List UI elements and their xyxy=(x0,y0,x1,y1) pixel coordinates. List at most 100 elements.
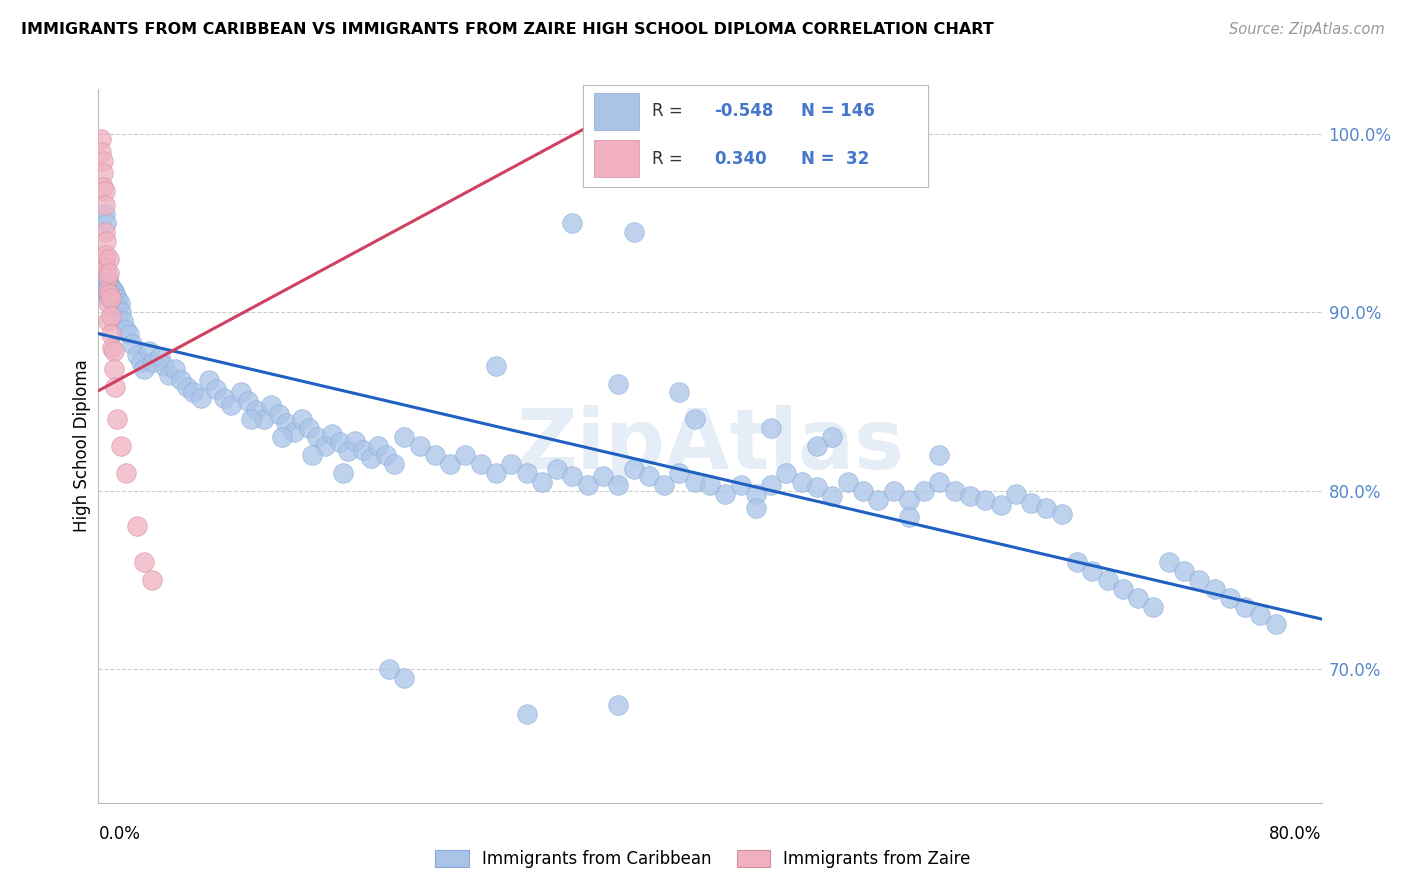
Point xyxy=(121,337,143,351)
Point xyxy=(530,475,553,489)
Point xyxy=(105,412,128,426)
Point xyxy=(98,277,121,291)
Point xyxy=(100,291,122,305)
Point xyxy=(607,376,630,391)
Point xyxy=(90,145,112,159)
Point xyxy=(97,269,120,284)
Point xyxy=(592,469,614,483)
Point xyxy=(298,421,321,435)
Point xyxy=(103,362,125,376)
Point xyxy=(97,314,120,328)
Point xyxy=(959,489,981,503)
Point xyxy=(683,412,706,426)
Point xyxy=(759,421,782,435)
Point xyxy=(97,284,120,298)
Point xyxy=(668,385,690,400)
Point xyxy=(408,439,430,453)
Point xyxy=(91,180,114,194)
Point xyxy=(928,448,950,462)
Point xyxy=(138,344,160,359)
Point xyxy=(134,555,156,569)
Point xyxy=(561,469,583,483)
Point xyxy=(212,391,235,405)
Point xyxy=(91,262,114,277)
Point xyxy=(652,478,675,492)
Text: R =: R = xyxy=(652,150,693,168)
Point xyxy=(110,305,132,319)
Point xyxy=(108,296,131,310)
Point xyxy=(98,266,121,280)
Point xyxy=(97,282,120,296)
Point xyxy=(821,430,844,444)
Point xyxy=(238,394,260,409)
Y-axis label: High School Diploma: High School Diploma xyxy=(73,359,91,533)
Point xyxy=(94,278,117,293)
Point xyxy=(928,475,950,489)
Point xyxy=(1204,582,1226,596)
Point xyxy=(637,469,661,483)
Point xyxy=(98,252,121,266)
Point xyxy=(270,430,292,444)
Text: 80.0%: 80.0% xyxy=(1270,825,1322,843)
Point xyxy=(990,498,1012,512)
Point xyxy=(1234,599,1257,614)
Point xyxy=(93,207,115,221)
Point xyxy=(107,300,129,314)
Point xyxy=(94,234,117,248)
Point xyxy=(852,483,875,498)
Point xyxy=(516,466,538,480)
Point xyxy=(97,287,120,301)
Text: ZipAtlas: ZipAtlas xyxy=(516,406,904,486)
Point xyxy=(91,153,114,168)
Point xyxy=(790,475,813,489)
Point xyxy=(1097,573,1119,587)
Legend: Immigrants from Caribbean, Immigrants from Zaire: Immigrants from Caribbean, Immigrants fr… xyxy=(429,843,977,875)
Point xyxy=(94,289,117,303)
Point xyxy=(501,457,523,471)
Point xyxy=(94,248,117,262)
Point xyxy=(714,487,737,501)
Point xyxy=(170,373,193,387)
Point xyxy=(897,492,920,507)
Point xyxy=(101,341,124,355)
Point xyxy=(283,425,305,439)
Point xyxy=(97,275,120,289)
Point xyxy=(153,359,176,373)
Point xyxy=(576,478,599,492)
Point xyxy=(821,489,844,503)
Point xyxy=(683,475,706,489)
Point xyxy=(943,483,966,498)
Point xyxy=(360,451,382,466)
Point xyxy=(100,287,122,301)
Point xyxy=(205,382,228,396)
Point xyxy=(321,426,343,441)
Point xyxy=(125,519,148,533)
Point xyxy=(93,184,115,198)
Point xyxy=(98,291,121,305)
Point xyxy=(94,216,117,230)
Point xyxy=(607,478,630,492)
Point xyxy=(103,344,125,359)
Point xyxy=(352,442,374,457)
Point xyxy=(105,291,128,305)
Point xyxy=(1128,591,1150,605)
Text: -0.548: -0.548 xyxy=(714,103,773,120)
Point xyxy=(868,492,890,507)
Point xyxy=(1066,555,1088,569)
Point xyxy=(883,483,905,498)
Point xyxy=(336,444,359,458)
Text: Source: ZipAtlas.com: Source: ZipAtlas.com xyxy=(1229,22,1385,37)
Point xyxy=(149,350,172,364)
Point xyxy=(190,391,212,405)
Point xyxy=(129,355,152,369)
Point xyxy=(181,385,204,400)
Point xyxy=(97,296,120,310)
Point xyxy=(118,326,141,341)
Point xyxy=(1050,507,1073,521)
Point xyxy=(314,439,336,453)
Bar xyxy=(593,140,638,177)
Point xyxy=(485,466,508,480)
Point xyxy=(454,448,477,462)
Point xyxy=(1035,501,1057,516)
Point xyxy=(374,448,396,462)
